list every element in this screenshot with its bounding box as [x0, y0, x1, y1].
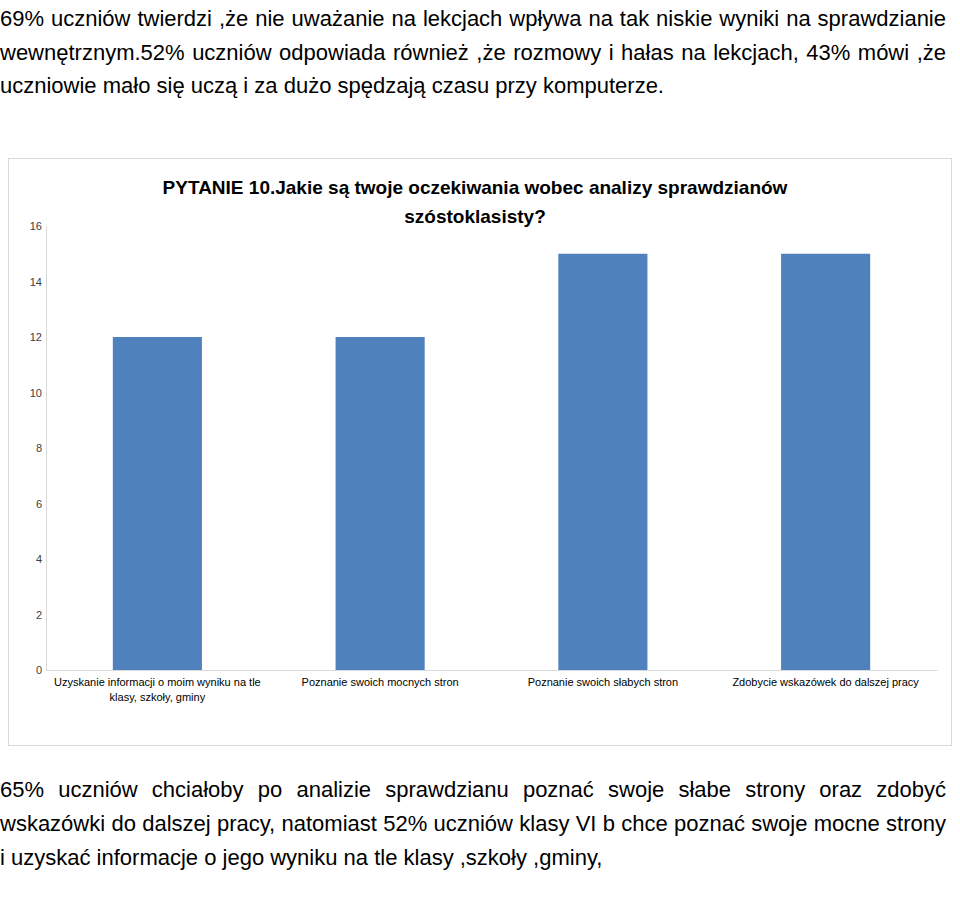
- y-axis-line: [46, 227, 47, 671]
- y-tick-label: 0: [36, 664, 42, 676]
- y-tick: 14: [30, 276, 46, 288]
- x-axis: Uzyskanie informacji o moim wyniku na tl…: [47, 670, 938, 703]
- y-tick: 8: [36, 442, 46, 454]
- chart-title: PYTANIE 10.Jakie są twoje oczekiwania wo…: [163, 177, 788, 227]
- chart-frame: [9, 159, 952, 746]
- bar: [558, 254, 647, 670]
- y-tick: 6: [36, 498, 46, 510]
- y-tick: 12: [30, 331, 46, 343]
- paragraph: 69% uczniów twierdzi ,że nie uważanie na…: [0, 2, 946, 103]
- y-axis: 0 2 4 6 8 10 12 14 16: [30, 220, 47, 676]
- bar: [336, 337, 425, 670]
- y-tick-label: 4: [36, 553, 42, 565]
- x-tick: Poznanie swoich słabych stron: [528, 670, 678, 688]
- bar: [113, 337, 202, 670]
- y-tick-label: 16: [30, 220, 42, 232]
- bar: [781, 254, 870, 670]
- bars: [113, 254, 870, 670]
- text-above: 69% uczniów twierdzi ,że nie uważanie na…: [0, 2, 946, 103]
- chart: PYTANIE 10.Jakie są twoje oczekiwania wo…: [8, 158, 952, 746]
- y-tick: 10: [30, 387, 46, 399]
- y-tick-label: 6: [36, 498, 42, 510]
- x-tick-label: Poznanie swoich mocnych stron: [302, 676, 459, 688]
- y-tick-label: 10: [30, 387, 42, 399]
- x-axis-line: [47, 670, 938, 671]
- text-below: 65% uczniów chciałoby po analizie sprawd…: [0, 773, 946, 875]
- y-tick: 2: [36, 609, 46, 621]
- y-tick: 4: [36, 553, 46, 565]
- x-tick: Poznanie swoich mocnych stron: [302, 670, 459, 688]
- y-tick-label: 2: [36, 609, 42, 621]
- x-tick-label: Poznanie swoich słabych stron: [528, 676, 678, 688]
- y-tick-label: 8: [36, 442, 42, 454]
- paragraph: 65% uczniów chciałoby po analizie sprawd…: [0, 773, 946, 875]
- x-tick: Zdobycie wskazówek do dalszej pracy: [732, 670, 919, 688]
- x-tick-label: Zdobycie wskazówek do dalszej pracy: [732, 676, 919, 688]
- y-tick: 16: [30, 220, 46, 232]
- x-tick: Uzyskanie informacji o moim wyniku na tl…: [54, 670, 261, 703]
- y-tick-label: 12: [30, 331, 42, 343]
- y-tick-label: 14: [30, 276, 42, 288]
- y-tick: 0: [36, 664, 46, 676]
- x-tick-label: Uzyskanie informacji o moim wyniku na tl…: [54, 676, 261, 703]
